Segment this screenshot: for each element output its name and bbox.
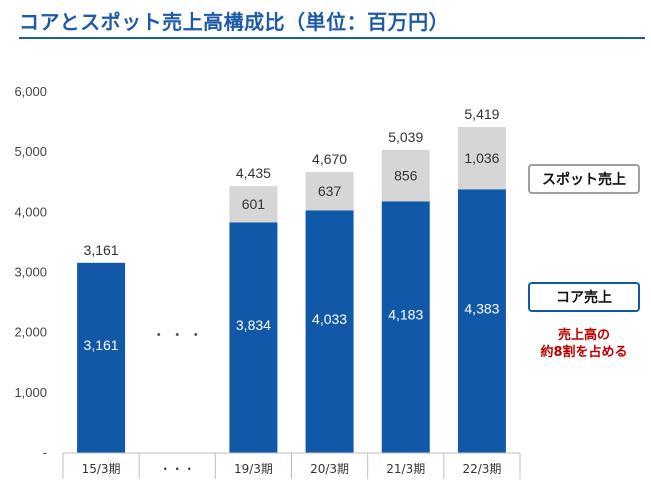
- bar-spot-sales: [229, 186, 278, 223]
- y-tick-label: 4,000: [14, 204, 47, 219]
- bar-core-sales: [457, 189, 506, 454]
- bar-spot-sales: [381, 149, 430, 202]
- core-value-label: 3,161: [84, 337, 119, 353]
- total-value-label: 4,670: [312, 151, 347, 167]
- total-value-label: 5,039: [388, 129, 423, 145]
- total-value-label: 3,161: [84, 242, 119, 258]
- y-tick-label: 5,000: [14, 144, 47, 159]
- legend-core-sales: コア売上: [528, 282, 640, 312]
- total-value-label: 4,435: [236, 165, 271, 181]
- bar-core-sales: [77, 262, 126, 453]
- core-value-label: 4,383: [464, 300, 499, 316]
- y-tick-label: 3,000: [14, 265, 47, 280]
- bar-spot-sales: [305, 172, 354, 211]
- note-line-1: 売上高の: [557, 328, 610, 343]
- y-axis: - 1,000 2,000 3,000 4,000 5,000 6,000: [14, 84, 47, 460]
- legend-spot-sales: スポット売上: [528, 164, 640, 194]
- y-tick-label: 1,000: [14, 385, 47, 400]
- core-value-label: 4,033: [312, 311, 347, 327]
- spot-value-label: 601: [242, 196, 266, 212]
- chart-title: コアとスポット売上高構成比（単位：百万円）: [19, 10, 450, 34]
- y-tick-label: 2,000: [14, 325, 47, 340]
- y-tick-label: 6,000: [14, 84, 47, 99]
- y-tick-label: -: [43, 445, 47, 460]
- title-underline: [19, 37, 645, 39]
- core-share-note: 売上高の 約8割を占める: [522, 327, 646, 361]
- spot-value-label: 637: [318, 183, 342, 199]
- bar-core-sales: [229, 222, 278, 453]
- bar-core-sales: [381, 201, 430, 453]
- gap-marker: ・ ・ ・: [152, 328, 203, 344]
- bar-spot-sales: [457, 126, 506, 190]
- x-tick-label: 22/3期: [462, 462, 501, 476]
- total-value-label: 5,419: [464, 106, 499, 122]
- x-axis: 15/3期 ・・・ 19/3期 20/3期 21/3期 22/3期: [62, 452, 521, 479]
- x-tick-label: 19/3期: [234, 462, 273, 476]
- bars: 3,161 3,161 ・ ・ ・ 3,834 601 4,435 4,033 637 4,67…: [77, 106, 506, 454]
- bar-core-sales: [305, 210, 354, 453]
- x-tick-label: 20/3期: [310, 462, 349, 476]
- core-value-label: 4,183: [388, 306, 423, 322]
- spot-value-label: 1,036: [464, 150, 499, 166]
- note-line-2: 約8割を占める: [540, 345, 628, 360]
- spot-value-label: 856: [394, 168, 418, 184]
- x-tick-label: 15/3期: [82, 462, 121, 476]
- x-tick-label: 21/3期: [386, 462, 425, 476]
- core-value-label: 3,834: [236, 317, 271, 333]
- x-tick-label: ・・・: [159, 462, 195, 476]
